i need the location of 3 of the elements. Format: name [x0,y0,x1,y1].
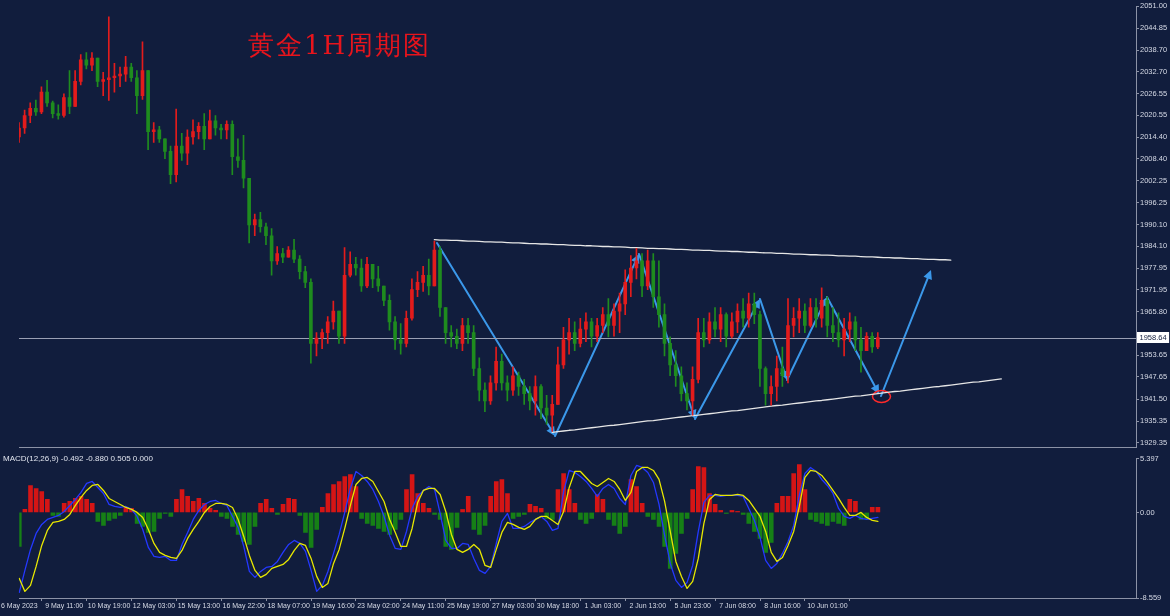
bar [275,512,280,515]
text: 黄金1H周期图 [248,30,432,60]
chart-title: MACD(12,26,9) -0.492 -0.880 0.505 0.000 [3,454,153,464]
